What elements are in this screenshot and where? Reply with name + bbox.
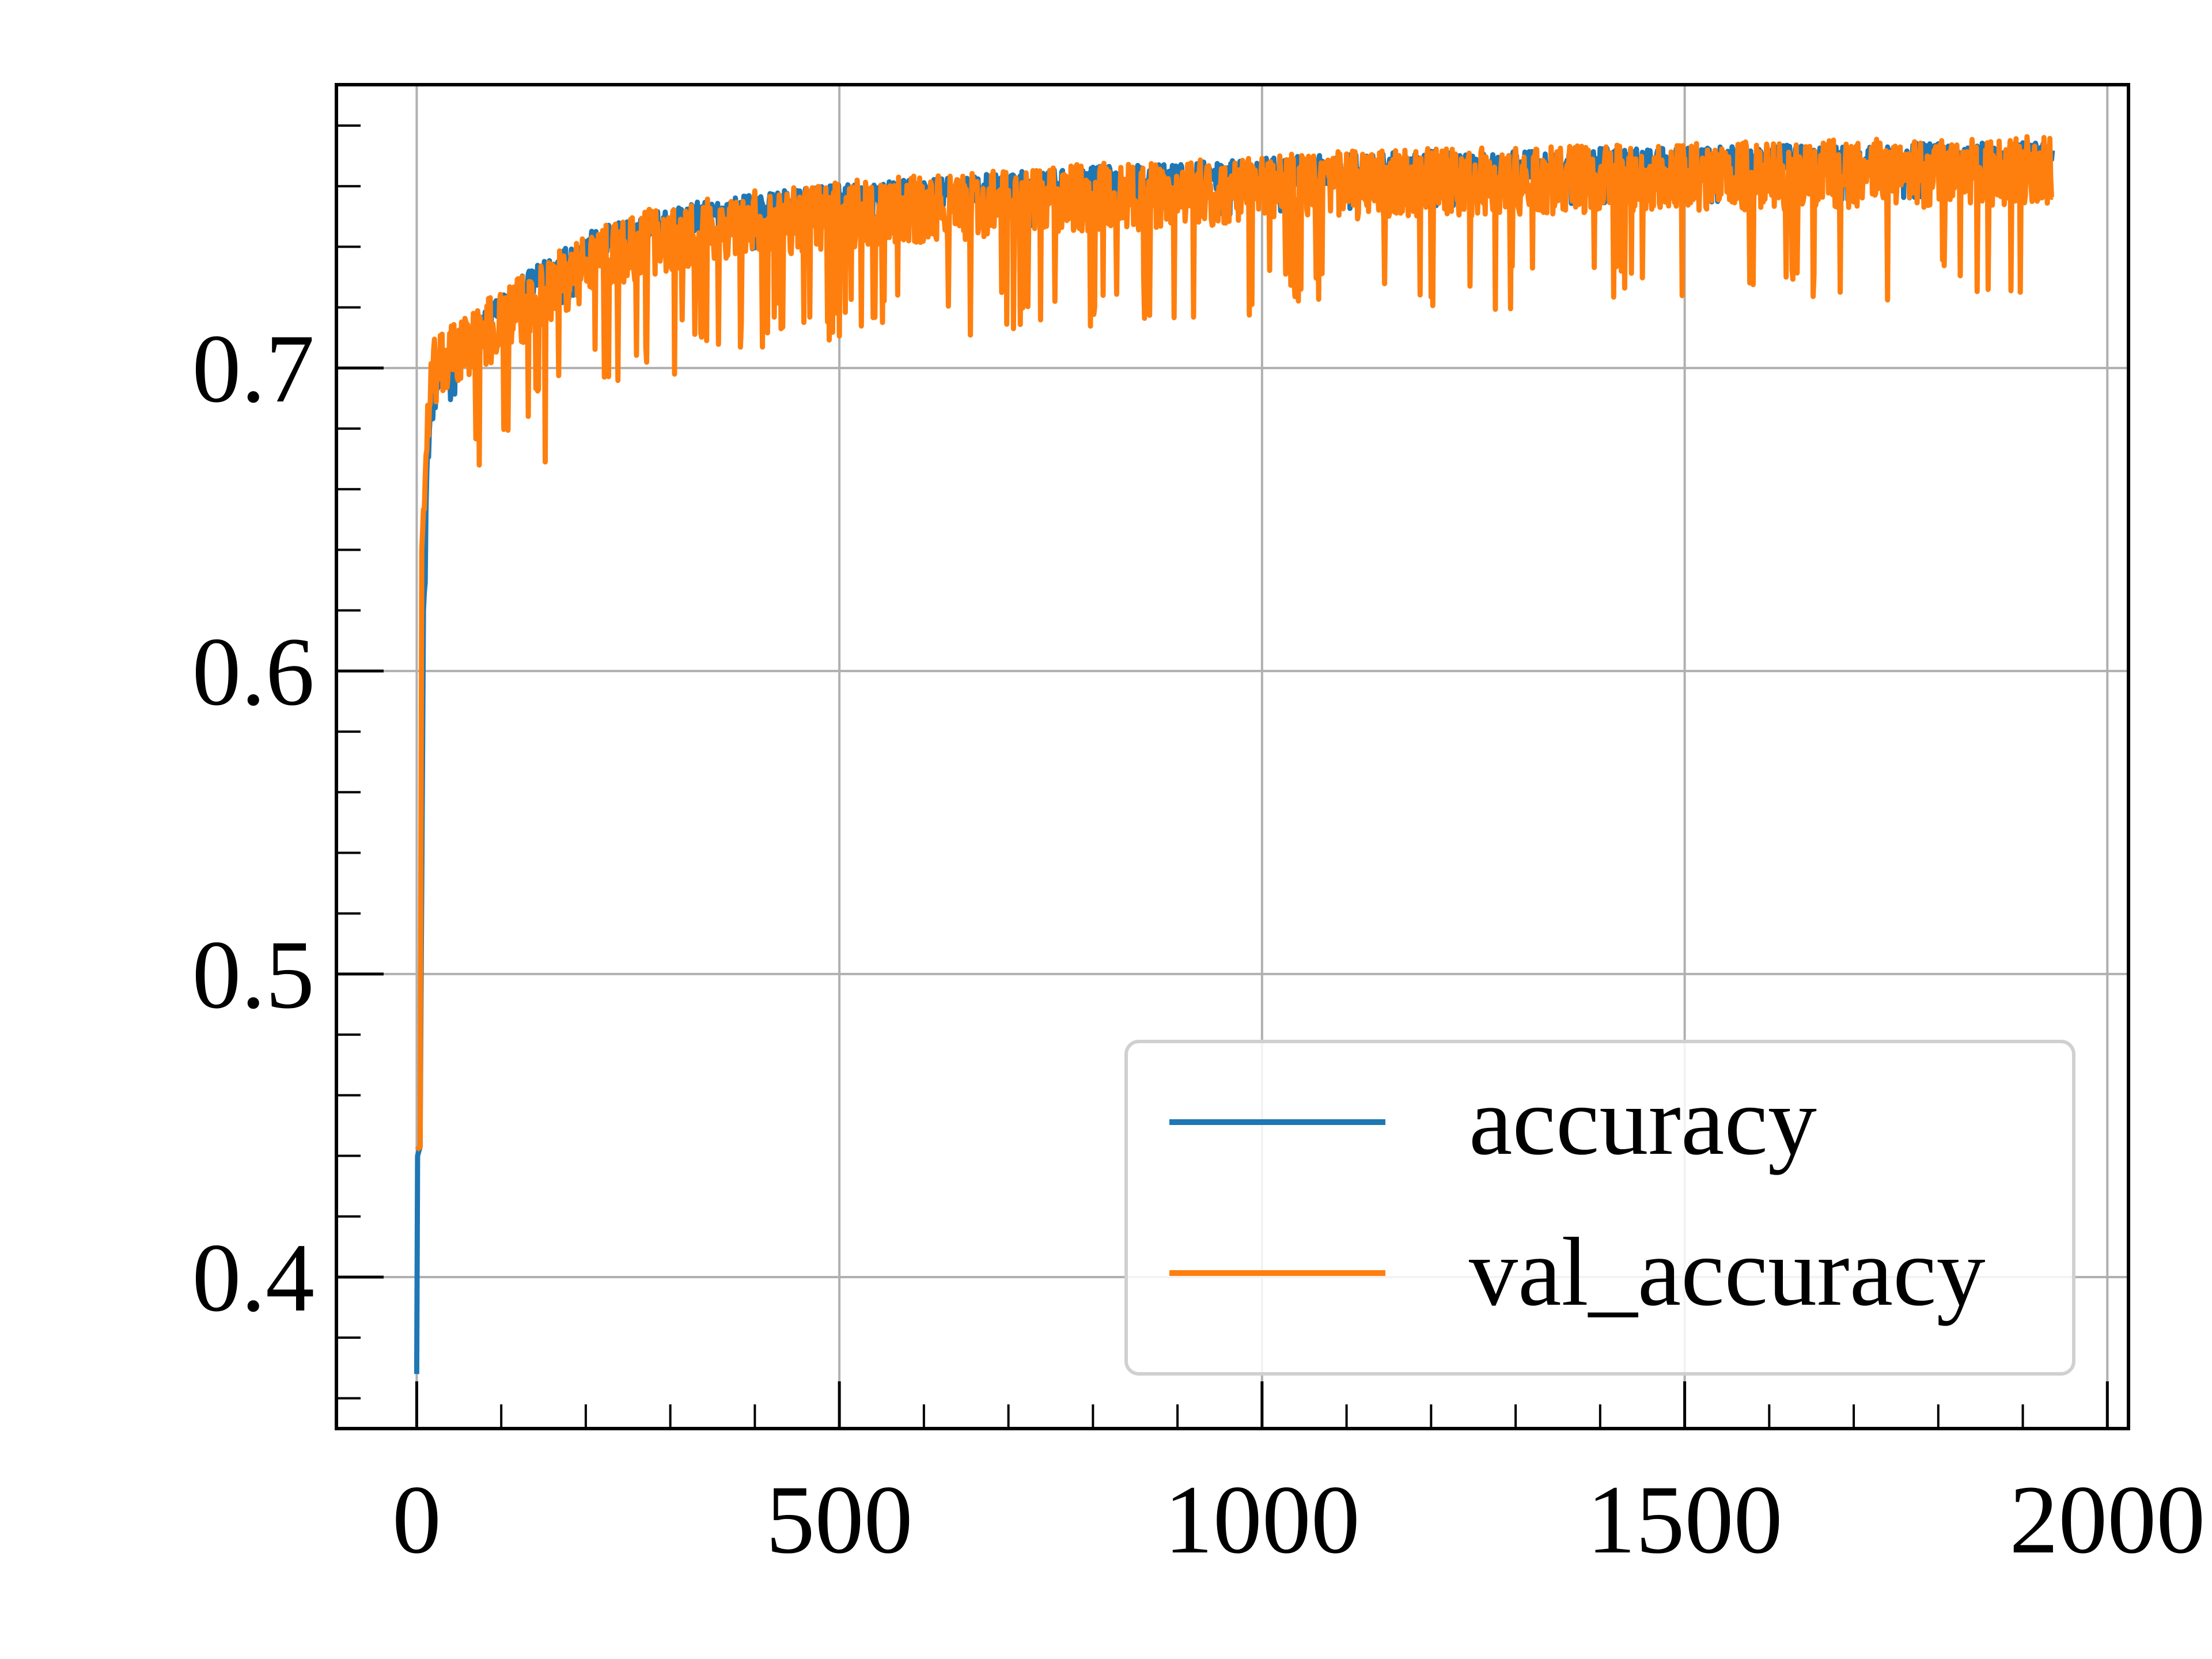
- y-tick-label: 0.5: [192, 921, 315, 1029]
- x-tick-label: 1500: [1587, 1465, 1783, 1574]
- legend: accuracy val_accuracy: [1124, 1040, 2075, 1376]
- y-tick-label: 0.7: [192, 315, 315, 423]
- legend-label-val-accuracy: val_accuracy: [1469, 1218, 1986, 1326]
- x-tick-label: 2000: [2009, 1465, 2205, 1574]
- axes-frame: [335, 83, 2130, 1430]
- x-tick-label: 1000: [1164, 1465, 1360, 1574]
- axes: 0 500 1000 1500 2000 0.4 0.5 0.6 0.7: [192, 83, 2205, 1574]
- x-tick-label: 500: [766, 1465, 913, 1574]
- series-lines: [414, 134, 2055, 1374]
- y-tick-label: 0.6: [192, 618, 315, 726]
- x-tick-label: 0: [392, 1465, 441, 1574]
- series-line-val-accuracy: [415, 134, 2054, 1152]
- legend-label-accuracy: accuracy: [1469, 1067, 1817, 1175]
- y-tick-label: 0.4: [192, 1224, 315, 1332]
